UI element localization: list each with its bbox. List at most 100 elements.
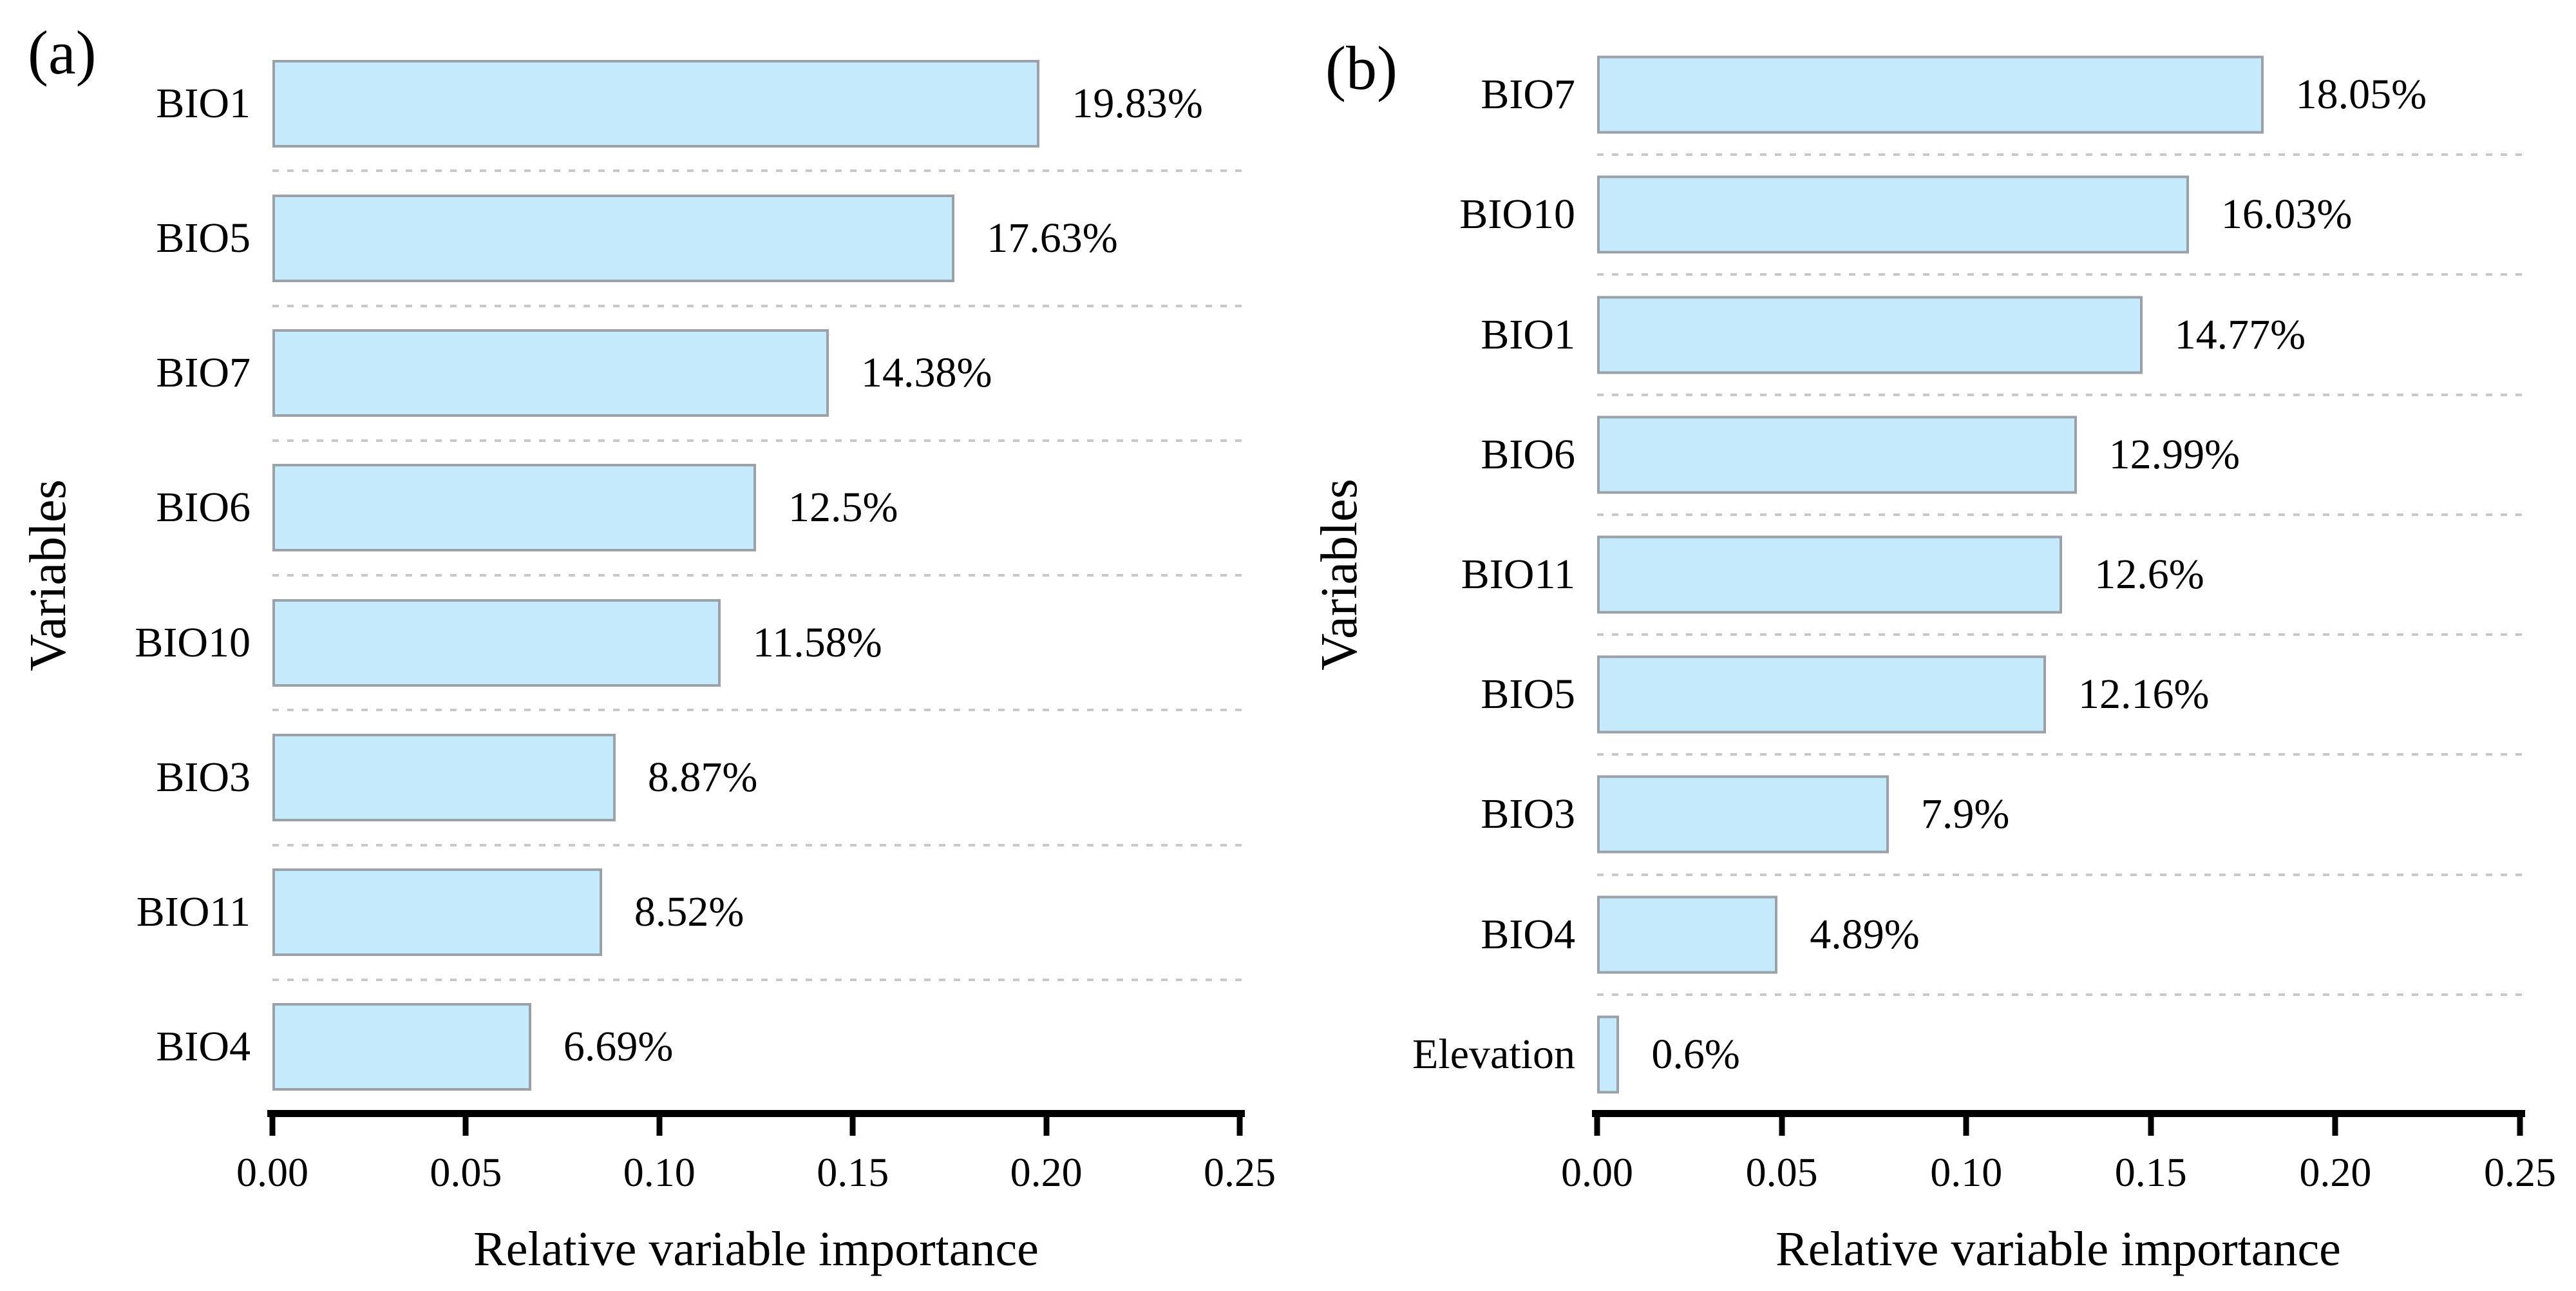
value-label: 6.69% [563, 1023, 674, 1071]
panel-b-y-axis-title: Variables [1311, 479, 1368, 671]
bar-row: BIO6 12.5% [156, 439, 1244, 575]
value-label: 12.5% [788, 484, 898, 531]
category-label: BIO6 [1481, 430, 1575, 478]
bar-row: BIO3 7.9% [1481, 753, 2524, 874]
tick-label: 0.25 [2484, 1149, 2556, 1195]
tick-label: 0.00 [1561, 1149, 1633, 1195]
panel-a-plot-area: BIO1 19.83% BIO5 17.63% BIO7 14.38% BIO6 12.5% B… [135, 36, 1244, 1114]
value-label: 14.77% [2174, 311, 2306, 358]
tick-label: 0.15 [2114, 1149, 2187, 1195]
axis-tick [1963, 1117, 1969, 1136]
tick-label: 0.20 [2299, 1149, 2372, 1195]
category-label: BIO4 [156, 1023, 251, 1071]
x-axis-line [1592, 1110, 2525, 1117]
panel-b-plot-area: BIO7 18.05% BIO10 16.03% BIO1 14.77% BIO6 12.99… [1412, 35, 2524, 1114]
value-label: 12.99% [2108, 430, 2240, 478]
category-label: BIO11 [136, 888, 251, 936]
axis-tick [1236, 1117, 1243, 1136]
value-label: 7.9% [1920, 790, 2010, 838]
bar [1597, 175, 2189, 254]
bar-row: BIO5 12.16% [1481, 633, 2524, 754]
category-label: BIO4 [1481, 910, 1575, 958]
category-label: BIO3 [1481, 790, 1575, 838]
tick-label: 0.20 [1010, 1149, 1083, 1195]
axis-tick [1594, 1117, 1600, 1136]
bar [1597, 1015, 1620, 1094]
bar [1597, 535, 2063, 614]
bar-row: BIO7 14.38% [156, 304, 1244, 441]
panel-a-x-axis-title: Relative variable importance [473, 1222, 1039, 1276]
axis-tick [2517, 1117, 2523, 1136]
bar-row: BIO4 4.89% [1481, 873, 2524, 995]
bar [272, 1003, 531, 1091]
bar-row: BIO3 8.87% [156, 709, 1244, 845]
bar-row: BIO5 17.63% [156, 169, 1244, 305]
bar [1597, 55, 2264, 134]
bar-row: BIO11 12.6% [1461, 513, 2524, 635]
category-label: BIO10 [1459, 191, 1575, 238]
bar-row: BIO11 8.52% [137, 843, 1244, 980]
tick-label: 0.00 [236, 1149, 308, 1195]
bar [272, 733, 616, 821]
value-label: 18.05% [2295, 71, 2427, 119]
tick-label: 0.05 [430, 1149, 502, 1195]
value-label: 0.6% [1651, 1030, 1740, 1078]
value-label: 19.83% [1072, 79, 1203, 127]
bar-row: BIO1 14.77% [1481, 273, 2524, 394]
bar [1597, 416, 2077, 494]
category-label: Elevation [1412, 1030, 1575, 1078]
category-label: BIO1 [156, 79, 251, 127]
value-label: 14.38% [860, 349, 992, 397]
x-axis-line [267, 1110, 1245, 1117]
bar-row: Elevation 0.6% [1412, 993, 2524, 1114]
axis-tick [1043, 1117, 1050, 1136]
panel-b-x-axis-title: Relative variable importance [1776, 1222, 2341, 1276]
panel-a-label: (a) [28, 18, 97, 87]
category-label: BIO5 [1481, 671, 1575, 718]
category-label: BIO10 [135, 618, 251, 666]
value-label: 12.6% [2094, 550, 2204, 598]
value-label: 8.52% [634, 888, 744, 936]
bar-row: BIO10 11.58% [135, 573, 1244, 710]
value-label: 12.16% [2078, 671, 2210, 718]
panel-a-y-axis-title: Variables [20, 479, 77, 671]
bar [272, 598, 721, 687]
bar [1597, 895, 1778, 974]
tick-label: 0.15 [817, 1149, 889, 1195]
tick-label: 0.25 [1204, 1149, 1276, 1195]
category-label: BIO7 [1481, 71, 1575, 119]
value-label: 4.89% [1810, 910, 1920, 958]
bar [1597, 296, 2143, 374]
bar-row: BIO6 12.99% [1481, 393, 2524, 515]
tick-label: 0.10 [1930, 1149, 2003, 1195]
axis-tick [2148, 1117, 2154, 1136]
axis-tick [1779, 1117, 1785, 1136]
bar [272, 464, 756, 552]
bar-row: BIO1 19.83% [156, 36, 1240, 171]
axis-tick [269, 1117, 276, 1136]
value-label: 16.03% [2221, 191, 2353, 238]
tick-label: 0.05 [1745, 1149, 1818, 1195]
bar [1597, 775, 1889, 854]
axis-tick [656, 1117, 663, 1136]
value-label: 11.58% [752, 618, 882, 666]
category-label: BIO3 [156, 753, 251, 801]
bar [272, 59, 1040, 148]
bar [1597, 655, 2046, 734]
category-label: BIO5 [156, 214, 251, 262]
axis-tick [2332, 1117, 2338, 1136]
category-label: BIO11 [1461, 550, 1575, 598]
axis-tick [462, 1117, 469, 1136]
bar [272, 194, 955, 282]
bar-row: BIO4 6.69% [156, 978, 1244, 1114]
bar [272, 868, 602, 957]
axis-tick [849, 1117, 856, 1136]
bar [272, 329, 829, 417]
category-label: BIO6 [156, 484, 251, 531]
category-label: BIO1 [1481, 311, 1575, 358]
tick-label: 0.10 [623, 1149, 696, 1195]
panel-b-label: (b) [1325, 33, 1397, 102]
value-label: 8.87% [647, 753, 758, 801]
bar-row: BIO10 16.03% [1459, 153, 2524, 274]
